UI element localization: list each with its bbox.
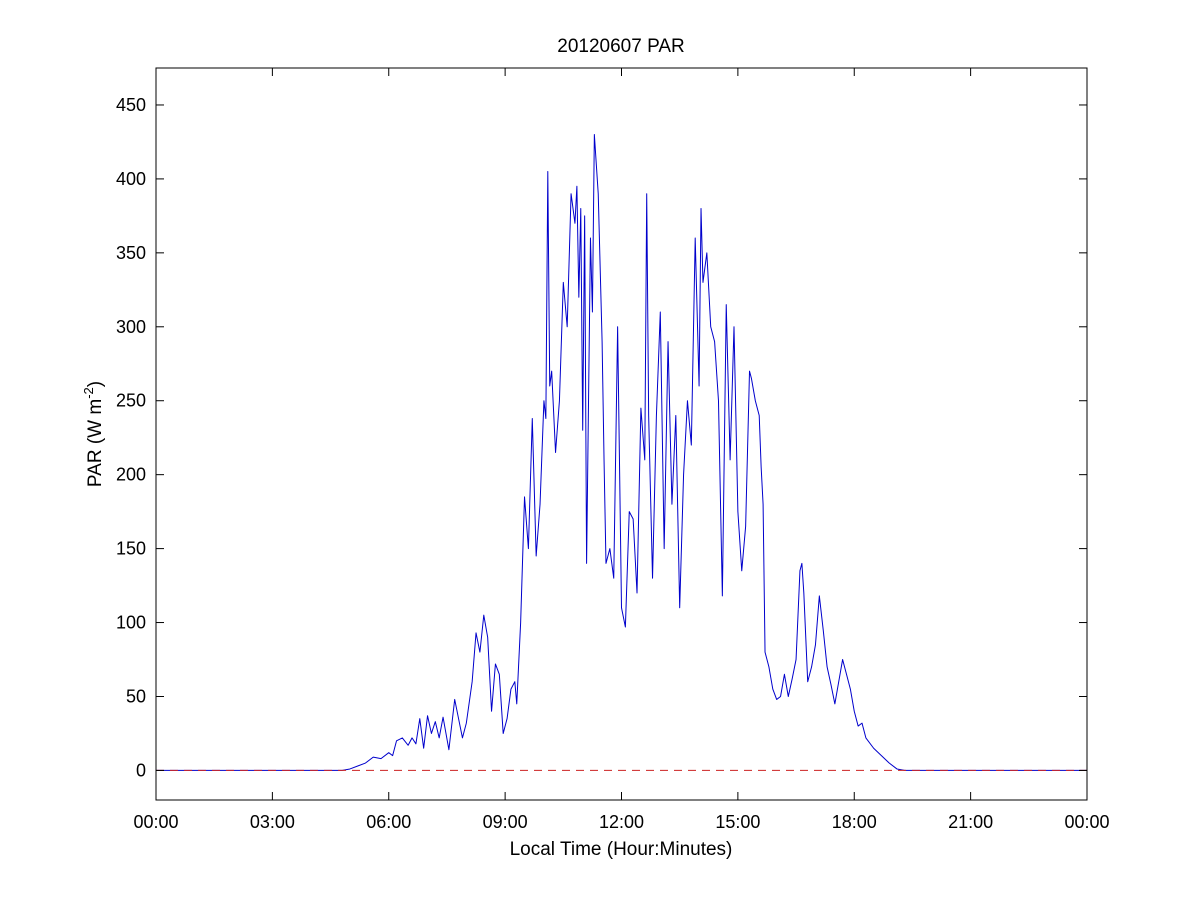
y-tick-label: 100 (116, 613, 146, 633)
y-axis-label-main: PAR (W m (85, 399, 106, 487)
y-axis-label: PAR (W m-2) (81, 381, 106, 487)
y-tick-label: 350 (116, 243, 146, 263)
x-tick-label: 12:00 (599, 812, 644, 832)
y-tick-label: 0 (136, 760, 146, 780)
y-axis-label-close: ) (85, 381, 106, 387)
y-tick-label: 300 (116, 317, 146, 337)
chart-title: 20120607 PAR (557, 36, 684, 57)
series-layer (156, 134, 1087, 771)
y-tick-label: 200 (116, 465, 146, 485)
series-line-1 (156, 134, 1087, 771)
y-tick-label: 50 (126, 686, 146, 706)
x-tick-label: 18:00 (832, 812, 877, 832)
x-tick-label: 06:00 (366, 812, 411, 832)
x-axis-ticks: 00:00 03:00 06:00 09:00 12:00 15:00 18:00 21:00… (133, 68, 1110, 832)
x-axis-label: Local Time (Hour:Minutes) (510, 839, 733, 860)
x-tick-label: 00:00 (133, 812, 178, 832)
y-tick-label: 400 (116, 169, 146, 189)
y-axis-ticks: 0 50 100 150 200 250 300 350 400 450 (116, 95, 1087, 780)
y-tick-label: 450 (116, 95, 146, 115)
y-tick-label: 150 (116, 539, 146, 559)
y-axis-label-superscript: -2 (81, 387, 96, 399)
x-tick-label: 21:00 (948, 812, 993, 832)
x-tick-label: 00:00 (1064, 812, 1109, 832)
y-tick-label: 250 (116, 391, 146, 411)
x-tick-label: 09:00 (483, 812, 528, 832)
x-tick-label: 03:00 (250, 812, 295, 832)
plot-area (156, 68, 1087, 800)
x-tick-label: 15:00 (715, 812, 760, 832)
